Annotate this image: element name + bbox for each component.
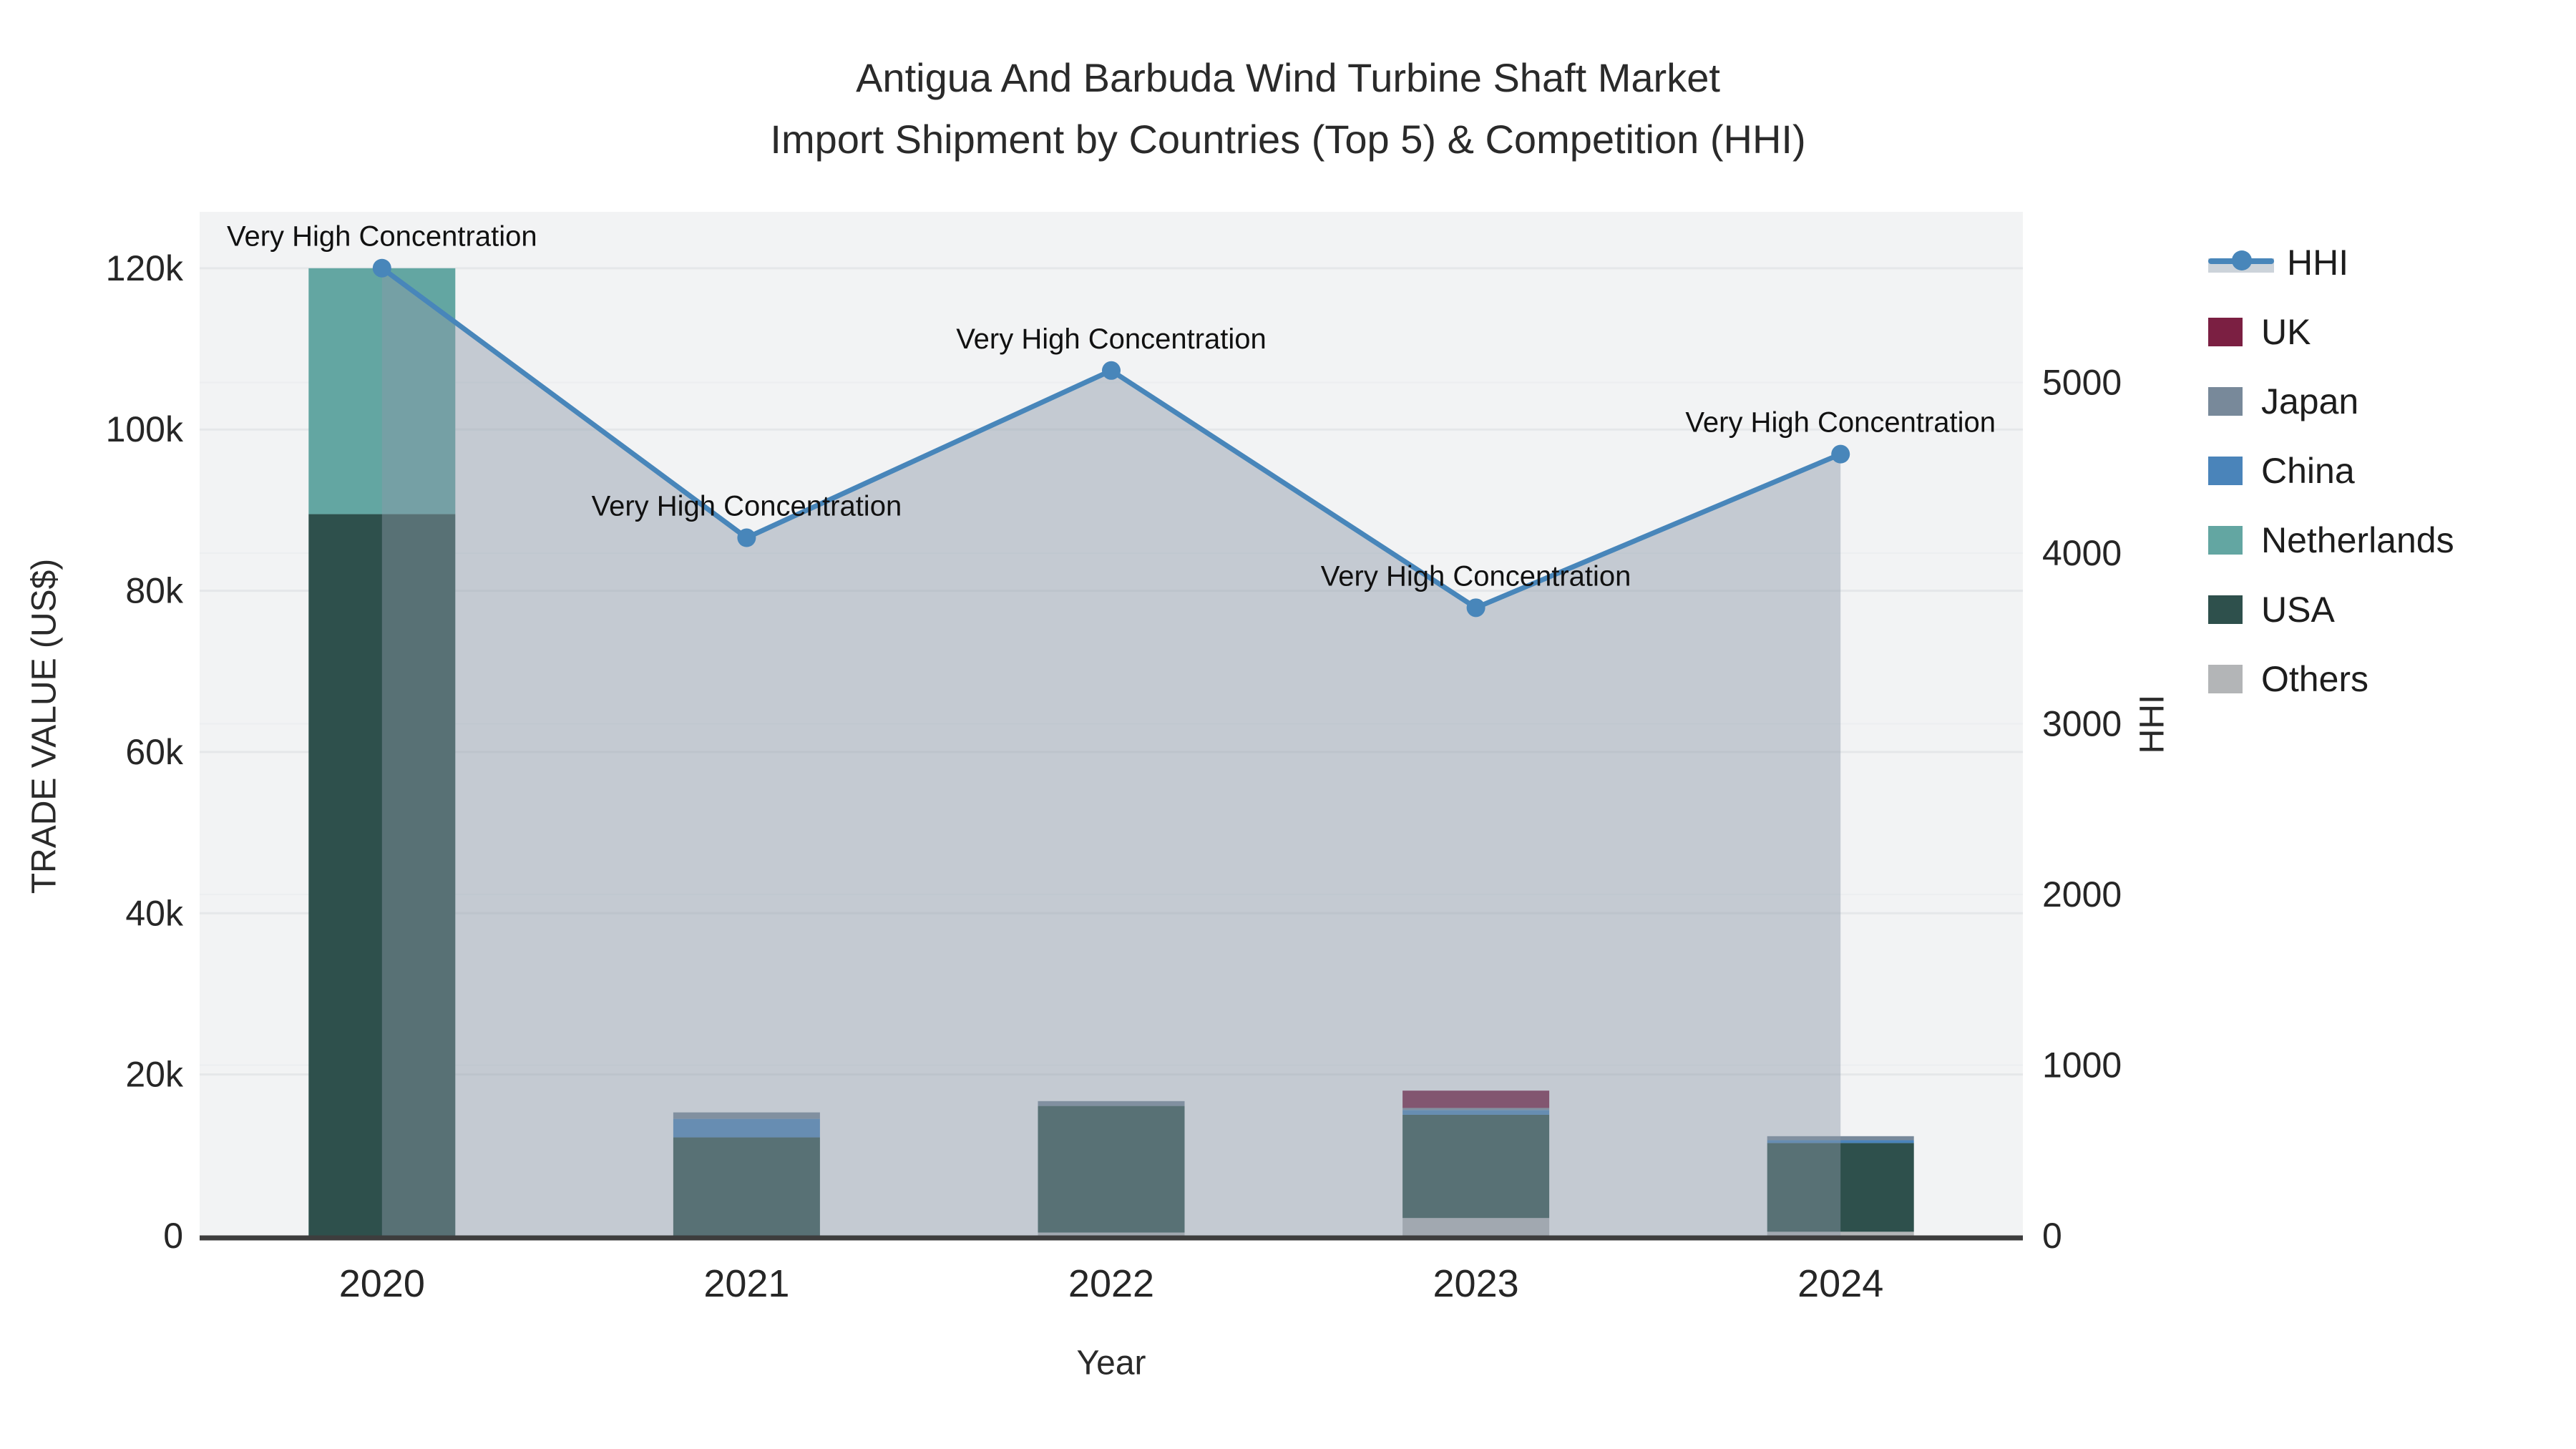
y-left-tick-0: 0: [163, 1216, 183, 1256]
bar-segment-china-2021: [673, 1118, 820, 1138]
y-right-tick-3000: 3000: [2042, 704, 2122, 744]
y-left-tick-80k: 80k: [125, 571, 184, 611]
x-tick-2024: 2024: [1797, 1262, 1883, 1305]
bar-segment-china-2023: [1402, 1110, 1550, 1115]
y-right-tick-0: 0: [2042, 1216, 2062, 1256]
legend-item-china[interactable]: China: [2208, 436, 2454, 505]
annotation-2022: Very High Concentration: [956, 323, 1267, 355]
legend-item-netherlands[interactable]: Netherlands: [2208, 505, 2454, 575]
legend-label: UK: [2261, 311, 2311, 352]
legend-line-marker-icon: [2208, 248, 2274, 277]
x-axis-title: Year: [1076, 1344, 1146, 1382]
legend-item-usa[interactable]: USA: [2208, 575, 2454, 644]
legend-item-hhi[interactable]: HHI: [2208, 228, 2454, 297]
bar-segment-others-2023: [1402, 1218, 1550, 1236]
legend-swatch-icon: [2208, 317, 2243, 346]
x-tick-2023: 2023: [1433, 1262, 1519, 1305]
legend-item-others[interactable]: Others: [2208, 644, 2454, 713]
bar-segment-usa-2020: [308, 514, 456, 1236]
y-right-tick-5000: 5000: [2042, 363, 2122, 403]
y-right-tick-2000: 2000: [2042, 874, 2122, 914]
chart-title-line2: Import Shipment by Countries (Top 5) & C…: [770, 117, 1806, 162]
bar-segment-japan-2021: [673, 1112, 820, 1119]
bar-segment-usa-2024: [1767, 1143, 1914, 1232]
legend-item-uk[interactable]: UK: [2208, 297, 2454, 366]
legend-swatch-icon: [2208, 595, 2243, 624]
y-right-tick-4000: 4000: [2042, 533, 2122, 573]
y-left-tick-60k: 60k: [125, 732, 184, 772]
bar-segment-others-2022: [1038, 1232, 1185, 1236]
bar-segment-china-2024: [1767, 1140, 1914, 1143]
hhi-marker-2021: [737, 528, 756, 547]
chart-title-line1: Antigua And Barbuda Wind Turbine Shaft M…: [856, 55, 1720, 100]
bar-segment-japan-2022: [1038, 1101, 1185, 1106]
annotation-2024: Very High Concentration: [1685, 407, 1996, 439]
bar-segment-usa-2023: [1402, 1114, 1550, 1219]
hhi-marker-2024: [1831, 444, 1850, 464]
annotation-2023: Very High Concentration: [1321, 560, 1631, 592]
bar-segment-uk-2023: [1402, 1091, 1550, 1108]
bar-segment-netherlands-2020: [308, 268, 456, 514]
bar-segment-japan-2023: [1402, 1108, 1550, 1111]
legend-label: HHI: [2287, 242, 2349, 283]
legend-item-japan[interactable]: Japan: [2208, 366, 2454, 436]
bar-segment-japan-2024: [1767, 1136, 1914, 1141]
x-tick-2021: 2021: [703, 1262, 789, 1305]
bar-segment-usa-2022: [1038, 1106, 1185, 1233]
annotation-2021: Very High Concentration: [592, 491, 902, 522]
legend-swatch-icon: [2208, 456, 2243, 485]
legend: HHI UK Japan China Netherlands USA Others: [2208, 228, 2454, 713]
legend-label: Japan: [2261, 381, 2359, 421]
legend-label: China: [2261, 450, 2355, 491]
legend-label: USA: [2261, 589, 2335, 630]
y-left-tick-100k: 100k: [106, 409, 184, 449]
y-left-tick-20k: 20k: [125, 1055, 184, 1095]
hhi-marker-2022: [1102, 361, 1121, 380]
legend-swatch-icon: [2208, 386, 2243, 416]
annotation-2020: Very High Concentration: [227, 221, 537, 253]
hhi-marker-2020: [372, 258, 391, 278]
bar-segment-usa-2021: [673, 1137, 820, 1236]
bar-segment-others-2024: [1767, 1231, 1914, 1236]
legend-label: Others: [2261, 658, 2369, 699]
legend-swatch-icon: [2208, 525, 2243, 555]
x-tick-2020: 2020: [339, 1262, 425, 1305]
legend-label: Netherlands: [2261, 519, 2454, 560]
y-left-tick-120k: 120k: [106, 248, 184, 288]
hhi-marker-2023: [1466, 598, 1485, 618]
x-tick-2022: 2022: [1068, 1262, 1154, 1305]
y-right-tick-1000: 1000: [2042, 1045, 2122, 1085]
chart-title: Antigua And Barbuda Wind Turbine Shaft M…: [0, 47, 2576, 170]
y-left-tick-40k: 40k: [125, 893, 184, 933]
legend-swatch-icon: [2208, 664, 2243, 693]
hhi-area-fill: [381, 268, 1841, 1236]
